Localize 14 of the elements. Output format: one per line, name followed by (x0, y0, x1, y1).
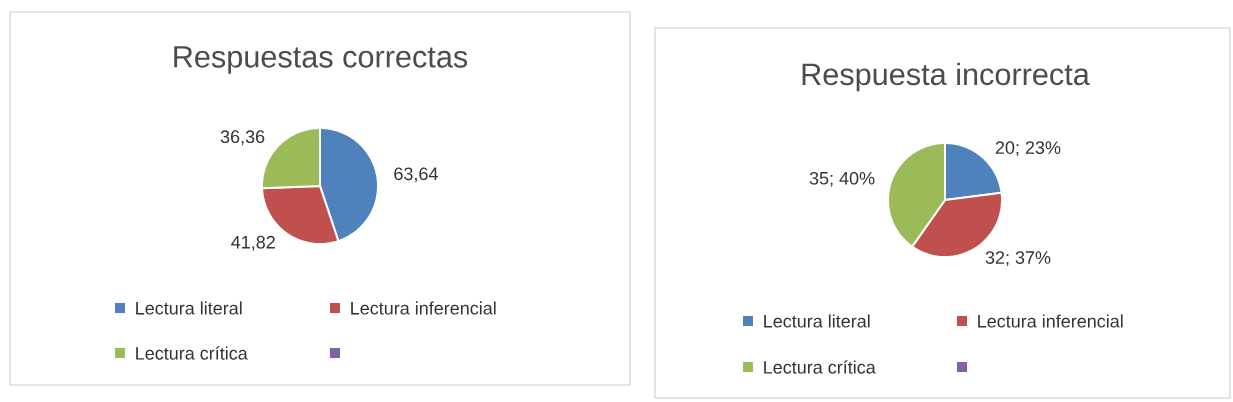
chart-title: Respuestas correctas (174, 46, 468, 74)
chart-title: Respuesta incorrecta (802, 62, 1090, 92)
legend-label: Lectura inferencial (978, 314, 1123, 328)
data-label: 35; 40% (809, 171, 875, 187)
data-label: 20; 23% (995, 141, 1061, 157)
legend-label: Lectura literal (136, 301, 242, 315)
legend-label: Lectura crítica (764, 360, 876, 374)
legend-label: Lectura crítica (136, 346, 248, 360)
data-label: 36,36 (220, 130, 265, 146)
data-label: 32; 37% (985, 251, 1051, 267)
legend-label: Lectura literal (764, 314, 870, 328)
data-label: 41,82 (231, 235, 275, 251)
legend-label: Lectura inferencial (351, 301, 496, 315)
data-label: 63,64 (394, 167, 438, 183)
